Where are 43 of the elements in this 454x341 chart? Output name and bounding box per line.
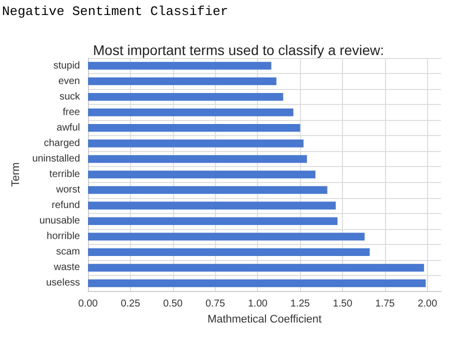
y-tick-label: stupid — [53, 60, 80, 72]
y-tick-label: terrible — [49, 169, 80, 180]
bar — [88, 170, 316, 178]
bar — [88, 62, 272, 70]
x-tick-label: 1.50 — [332, 298, 353, 310]
text: Negative Sentiment Classifier — [2, 4, 228, 19]
y-tick-label: even — [58, 76, 80, 87]
bar — [88, 108, 294, 116]
bar — [88, 77, 276, 86]
y-tick-label: waste — [52, 262, 80, 274]
bar — [88, 279, 426, 288]
y-tick-label: uninstalled — [32, 153, 80, 164]
bar — [88, 232, 365, 241]
y-tick-label: refund — [52, 200, 80, 212]
x-tick-label: 0.50 — [163, 298, 184, 310]
y-tick-label: suck — [59, 91, 81, 102]
y-tick-label: horrible — [46, 231, 80, 242]
bar — [88, 92, 284, 101]
x-tick-label: 0.00 — [78, 298, 98, 310]
x-tick-label: 2.00 — [418, 298, 438, 310]
y-tick-label: scam — [56, 246, 80, 258]
x-tick-label: 1.75 — [375, 298, 396, 310]
bar — [88, 248, 370, 256]
bar — [88, 140, 304, 148]
x-tick-label: 0.75 — [206, 298, 226, 310]
bar — [88, 155, 307, 163]
chart-title: Most important terms used to classify a review: — [93, 42, 384, 58]
y-tick-label: unusable — [39, 216, 80, 227]
bar — [88, 124, 300, 132]
y-tick-label: useless — [46, 278, 80, 289]
bar — [88, 202, 336, 210]
bar — [88, 264, 424, 272]
x-axis-title: Mathmetical Coefficient — [207, 313, 322, 326]
x-tick-label: 1.25 — [290, 298, 310, 310]
bar — [88, 217, 338, 225]
x-tick-label: 0.25 — [120, 298, 141, 310]
y-tick-label: worst — [55, 184, 80, 196]
y-tick-label: charged — [44, 138, 80, 149]
y-axis-title: Term — [10, 162, 22, 187]
y-tick-label: awful — [56, 122, 80, 134]
y-tick-label: free — [62, 106, 80, 118]
x-tick-label: 1.00 — [248, 298, 268, 310]
bar — [88, 186, 328, 194]
